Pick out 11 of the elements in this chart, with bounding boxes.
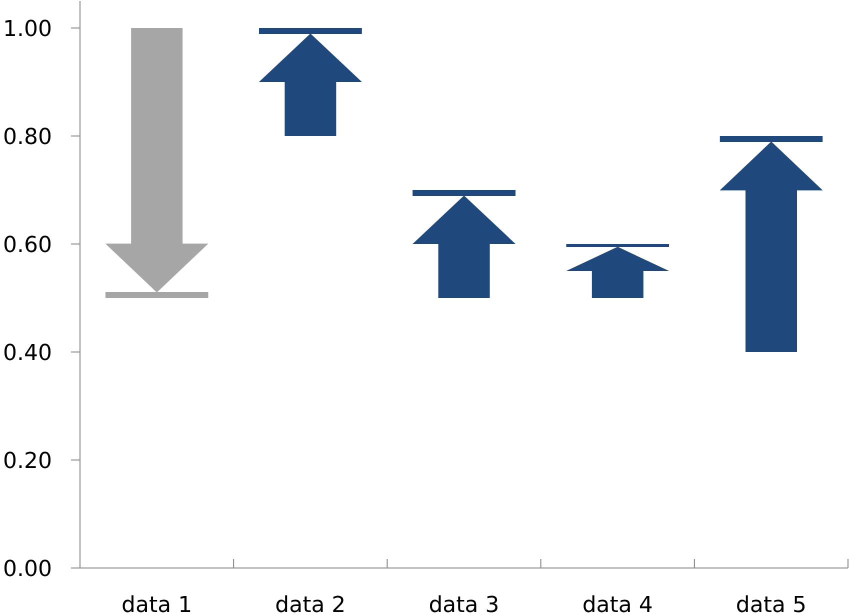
y-tick-label: 1.00 — [3, 16, 52, 42]
y-tick-label: 0.40 — [3, 340, 52, 366]
y-tick-label: 0.60 — [3, 232, 52, 258]
x-tick-label: data 1 — [122, 593, 192, 615]
y-tick-label: 0.20 — [3, 448, 52, 474]
x-tick-label: data 3 — [428, 593, 500, 615]
y-tick-label: 0.80 — [3, 124, 52, 150]
x-tick-label: data 2 — [275, 593, 346, 615]
y-tick-label: 0.00 — [3, 556, 52, 582]
x-tick-label: data 4 — [582, 593, 653, 615]
x-tick-label: data 5 — [736, 593, 806, 615]
